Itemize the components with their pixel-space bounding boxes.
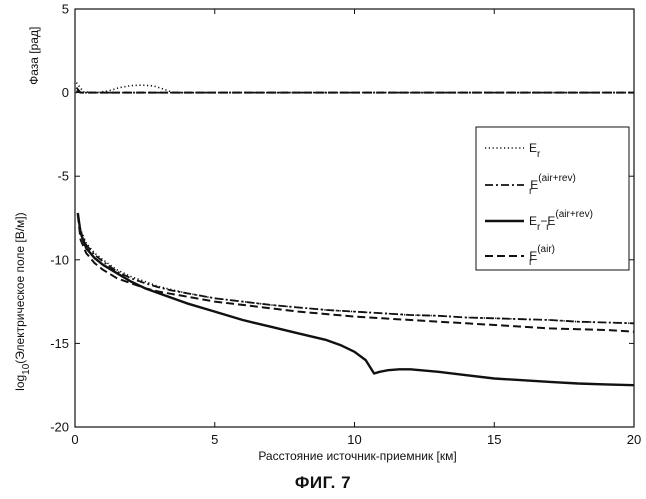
x-tick-label: 10	[347, 432, 361, 447]
legend-base: E	[529, 214, 537, 228]
y-tick-label: 5	[62, 2, 69, 17]
figure: 0 5 10 15 20 5 0 -5 -10 -15 -20 Расстояние источник…	[0, 0, 646, 499]
legend-sup: (air)	[537, 244, 555, 255]
x-tick-label: 5	[211, 432, 218, 447]
y-axis-label-rest: (Электрическое поле [В/м])	[13, 212, 27, 363]
legend: ErE(air+rev)rEr−E(air+rev)rE(air)r	[476, 127, 629, 270]
chart: 0 5 10 15 20 5 0 -5 -10 -15 -20 Расстояние источник…	[0, 0, 646, 470]
legend-sup: (air+rev)	[538, 173, 576, 184]
y-axis-label-subscript: 10	[21, 363, 32, 375]
legend-sup2: (air+rev)	[555, 209, 593, 220]
x-tick-label: 20	[627, 432, 641, 447]
x-tick-label: 15	[487, 432, 501, 447]
series-line-dotted-0	[76, 83, 634, 93]
x-tick-label: 0	[71, 432, 78, 447]
x-axis-label: Расстояние источник-приемник [км]	[258, 449, 456, 463]
figure-caption: ФИГ. 7	[0, 473, 646, 493]
y-tick-label: -10	[50, 252, 69, 267]
y-tick-label: 0	[62, 85, 69, 100]
y-tick-label: -20	[50, 420, 69, 435]
y-axis-label-field: log10(Электрическое поле [В/м])	[13, 212, 32, 390]
y-tick-label: -15	[50, 336, 69, 351]
y-tick-label: -5	[57, 169, 69, 184]
y-axis-label-prefix: log	[13, 375, 27, 391]
legend-base: E	[529, 141, 537, 155]
y-axis-label-phase: Фаза [рад]	[27, 27, 41, 85]
